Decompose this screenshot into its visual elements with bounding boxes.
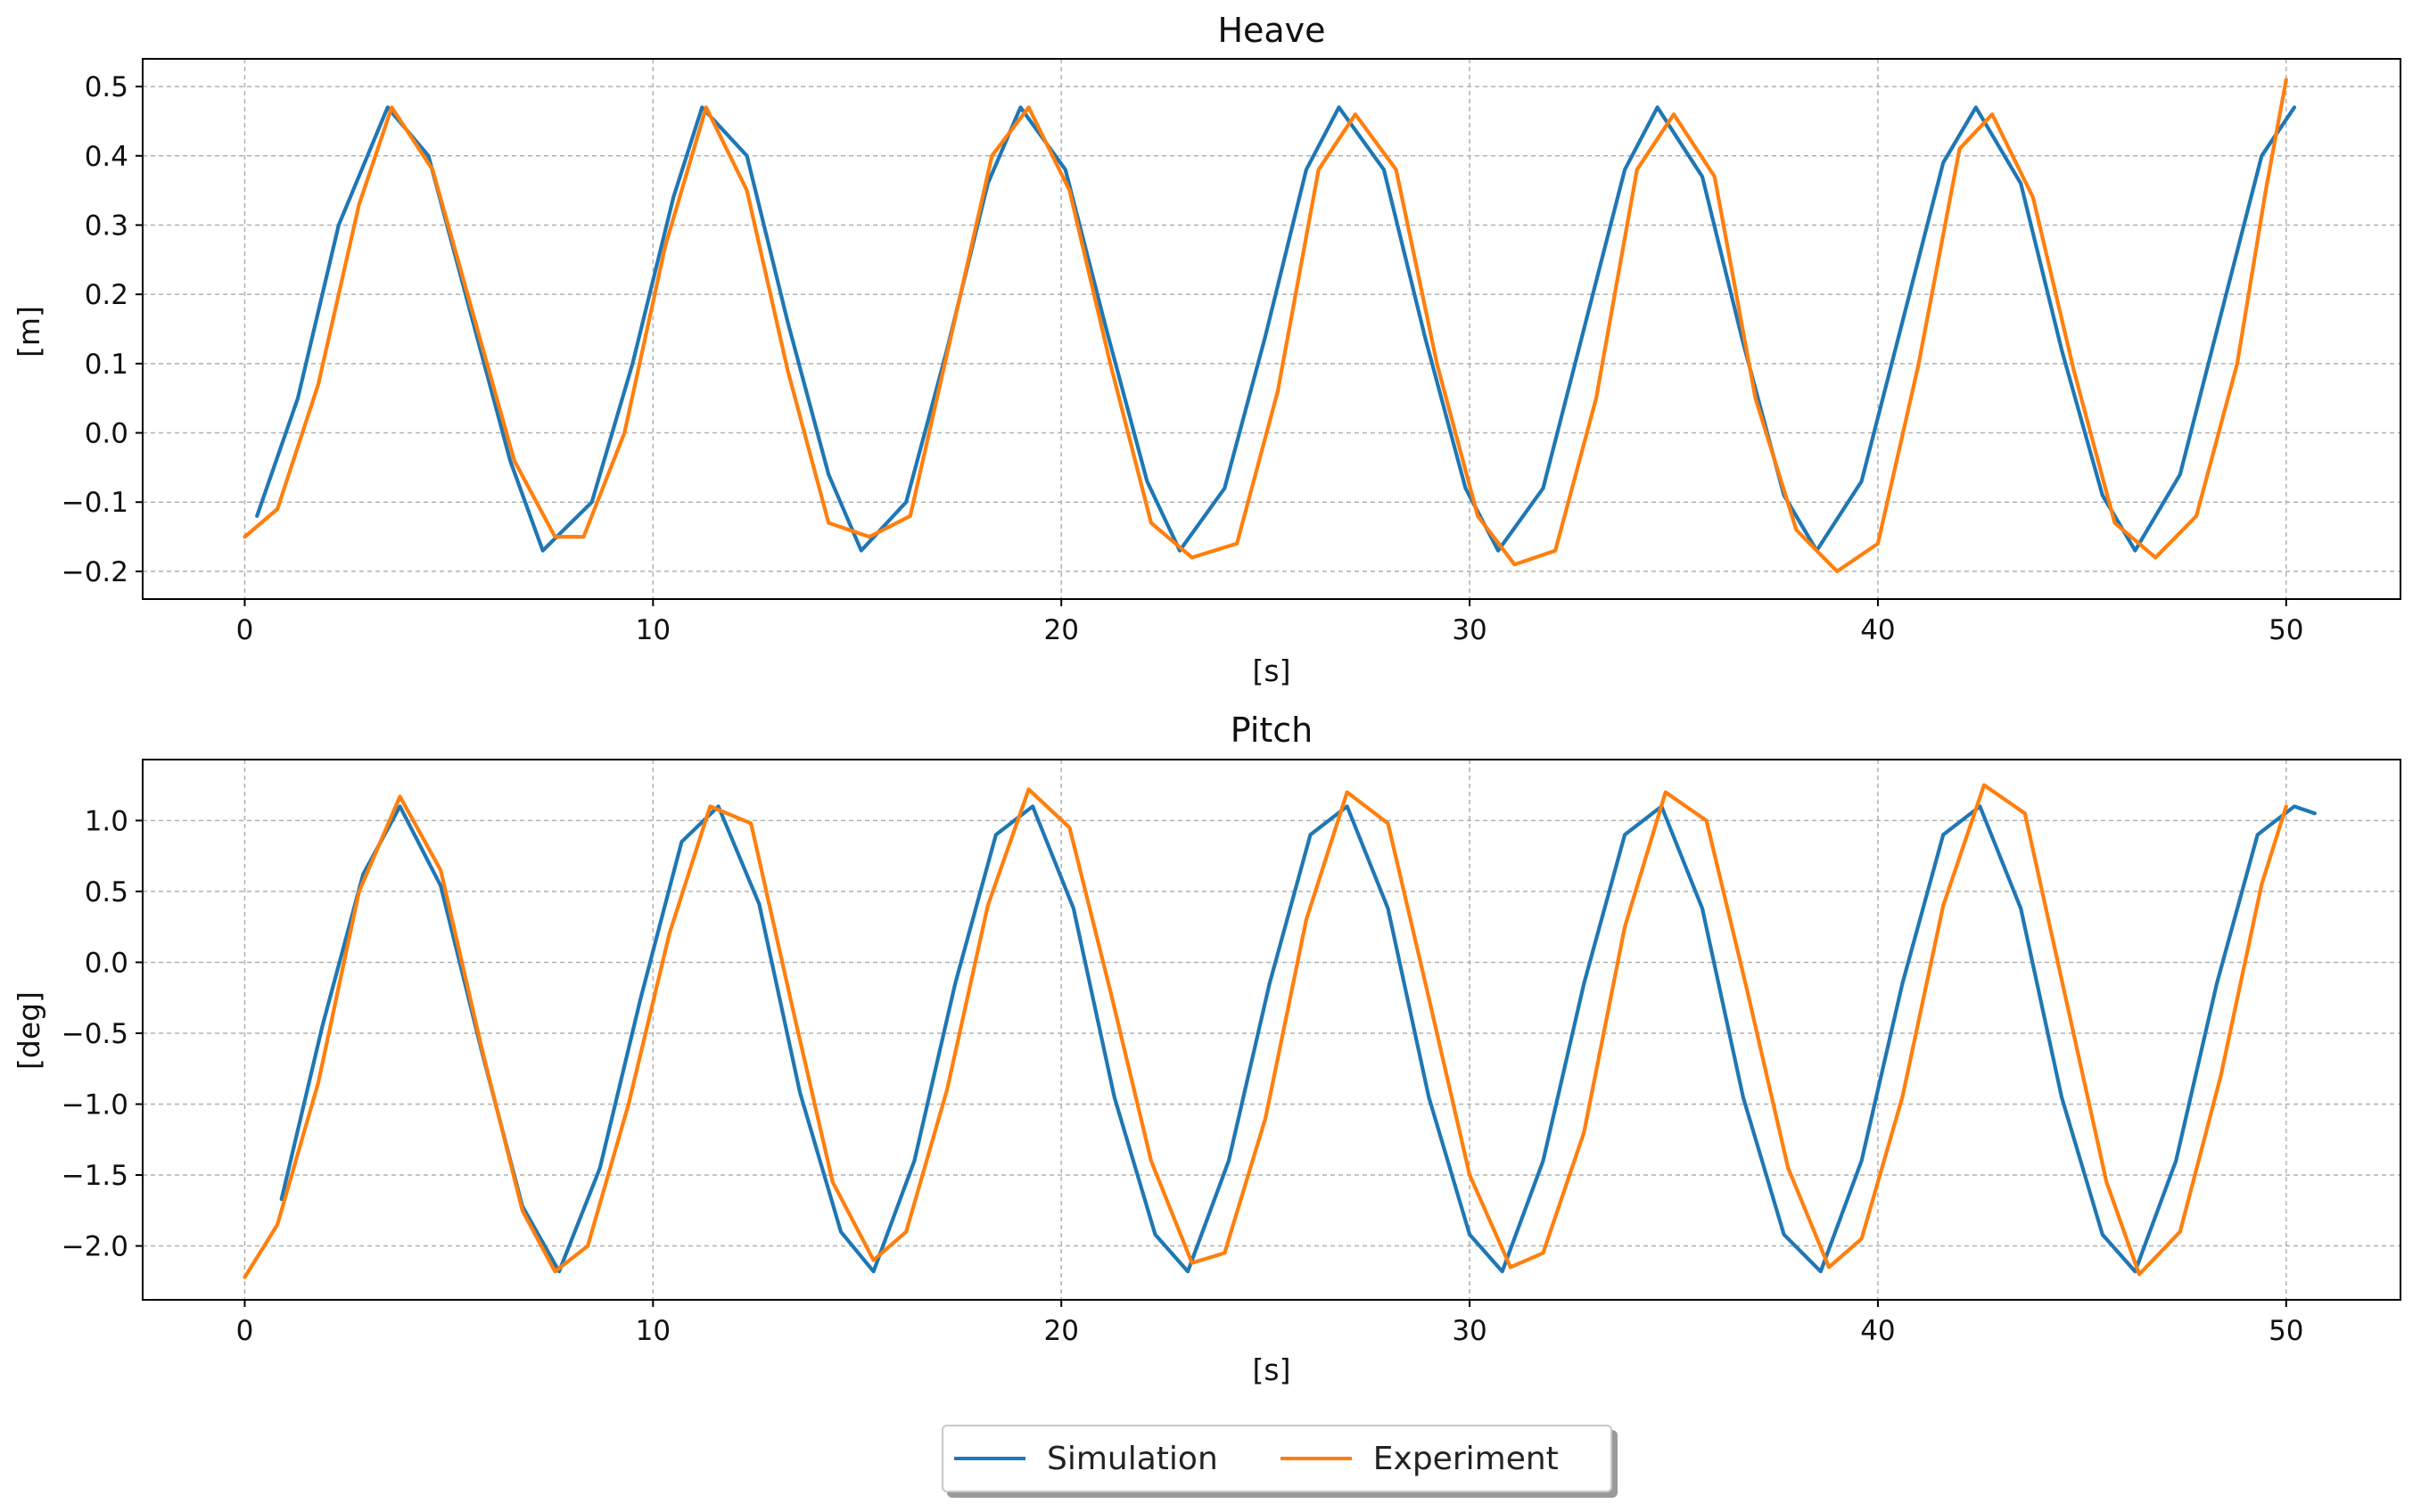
heave-xtick-label-3: 30 bbox=[1452, 614, 1486, 646]
legend-item-simulation: Simulation bbox=[954, 1441, 1218, 1477]
heave-series-experiment bbox=[243, 78, 2288, 573]
pitch-ylabel: [deg] bbox=[12, 991, 46, 1070]
pitch-ytick-label-1: −1.5 bbox=[62, 1160, 128, 1192]
pitch-ytick-label-5: 0.5 bbox=[85, 876, 128, 908]
heave-xtick-label-1: 10 bbox=[636, 614, 671, 646]
pitch-ytick-label-4: 0.0 bbox=[85, 947, 128, 979]
pitch-frame bbox=[142, 759, 2401, 1301]
heave-ytick-label-1: −0.1 bbox=[62, 487, 128, 519]
pitch-xtick-label-0: 0 bbox=[236, 1315, 254, 1347]
pitch-axes: Pitch [s] [deg] 0 10 20 30 40 50 −2.0 −1.5 −1.0 −… bbox=[12, 711, 2401, 1387]
pitch-xtick-label-1: 10 bbox=[636, 1315, 671, 1347]
heave-title: Heave bbox=[1217, 11, 1325, 50]
heave-xlabel: [s] bbox=[1253, 653, 1291, 688]
heave-ytick-label-2: 0.0 bbox=[85, 418, 128, 450]
pitch-xtick-label-3: 30 bbox=[1452, 1315, 1486, 1347]
heave-xtick-label-2: 20 bbox=[1043, 614, 1078, 646]
heave-ytick-label-3: 0.1 bbox=[85, 349, 128, 381]
heave-ytick-label-4: 0.2 bbox=[85, 279, 128, 311]
pitch-xtick-label-5: 50 bbox=[2269, 1315, 2303, 1347]
pitch-xlabel: [s] bbox=[1253, 1352, 1291, 1387]
legend-swatch-experiment bbox=[1280, 1457, 1352, 1460]
heave-xtick-label-0: 0 bbox=[236, 614, 254, 646]
pitch-series-experiment bbox=[243, 783, 2288, 1279]
heave-ytick-label-7: 0.5 bbox=[85, 71, 128, 103]
heave-xtick-label-4: 40 bbox=[1860, 614, 1895, 646]
pitch-xtick-label-4: 40 bbox=[1860, 1315, 1895, 1347]
legend-item-experiment: Experiment bbox=[1280, 1441, 1559, 1477]
legend-label-simulation: Simulation bbox=[1047, 1440, 1218, 1477]
pitch-ytick-label-6: 1.0 bbox=[85, 805, 128, 837]
heave-axes: Heave [s] [m] 0 10 20 30 40 50 −0.2 −0.1 0.0 0.1 0… bbox=[12, 11, 2401, 688]
pitch-title: Pitch bbox=[1231, 711, 1313, 750]
legend-label-experiment: Experiment bbox=[1372, 1440, 1559, 1477]
pitch-ytick-label-2: −1.0 bbox=[62, 1089, 128, 1122]
pitch-ytick-label-3: −0.5 bbox=[62, 1018, 128, 1050]
heave-xtick-label-5: 50 bbox=[2269, 614, 2303, 646]
pitch-xtick-label-2: 20 bbox=[1043, 1315, 1078, 1347]
heave-ylabel: [m] bbox=[12, 306, 46, 357]
heave-ytick-label-6: 0.4 bbox=[85, 141, 128, 173]
heave-ytick-label-0: −0.2 bbox=[62, 556, 128, 588]
heave-frame bbox=[142, 58, 2401, 600]
heave-series-simulation bbox=[255, 105, 2297, 553]
pitch-series-simulation bbox=[279, 804, 2317, 1274]
legend: Simulation Experiment bbox=[942, 1425, 1612, 1492]
heave-ytick-label-5: 0.3 bbox=[85, 210, 128, 242]
pitch-ytick-label-0: −2.0 bbox=[62, 1231, 128, 1263]
legend-swatch-simulation bbox=[954, 1457, 1025, 1460]
